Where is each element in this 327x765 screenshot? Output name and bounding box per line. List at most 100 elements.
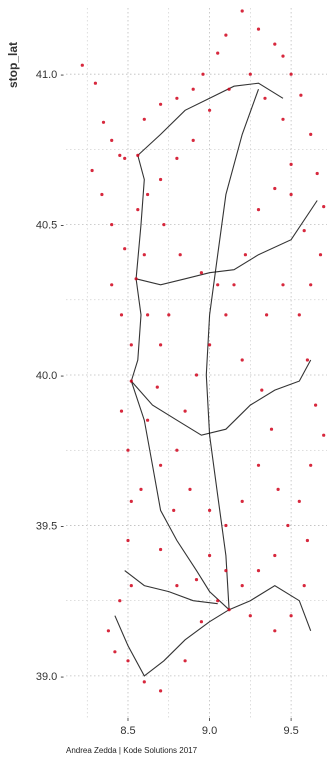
stop-point xyxy=(146,192,150,197)
y-tick-label: 39.0 - xyxy=(36,671,64,683)
stop-point xyxy=(289,72,293,76)
stop-point xyxy=(191,138,195,142)
stop-point xyxy=(126,659,130,663)
stop-point xyxy=(289,614,293,618)
stop-point xyxy=(110,283,114,287)
stop-point xyxy=(260,388,264,392)
route-line xyxy=(135,200,318,286)
stop-point xyxy=(129,584,133,588)
stop-point xyxy=(297,499,301,503)
stop-point xyxy=(167,313,171,317)
route-line xyxy=(130,359,312,436)
x-tick-label: 8.5 xyxy=(120,725,135,737)
stop-point xyxy=(159,177,163,182)
stop-point xyxy=(281,54,285,58)
stop-point xyxy=(175,584,179,588)
stop-point xyxy=(194,373,199,377)
stop-point xyxy=(106,629,110,633)
stop-point xyxy=(281,283,285,287)
stop-point xyxy=(191,87,195,91)
y-tick-label: 39.5 - xyxy=(36,520,64,532)
stop-point xyxy=(159,463,163,467)
stop-point xyxy=(273,553,277,558)
stop-point xyxy=(183,409,187,413)
stop-point xyxy=(208,508,212,512)
stop-point xyxy=(281,117,285,121)
stop-point xyxy=(273,629,277,633)
stop-point xyxy=(119,313,124,317)
x-tick-label: 9.0 xyxy=(202,725,217,737)
stop-point xyxy=(273,186,277,191)
stop-point xyxy=(314,403,318,407)
stop-point xyxy=(199,271,203,275)
stop-point xyxy=(100,192,104,197)
stop-point xyxy=(224,569,228,573)
stop-point xyxy=(256,463,261,467)
route-line xyxy=(130,155,230,611)
stop-point xyxy=(289,192,293,197)
stop-point xyxy=(269,427,274,431)
stop-point xyxy=(240,9,244,13)
stop-point xyxy=(142,253,146,257)
stop-point xyxy=(286,523,290,528)
route-line xyxy=(205,89,260,610)
stop-point xyxy=(273,42,277,46)
stop-point xyxy=(123,156,127,160)
stop-point xyxy=(159,547,163,552)
stop-point xyxy=(134,277,138,281)
stop-point xyxy=(139,487,143,491)
stop-point xyxy=(129,343,133,347)
stop-point xyxy=(243,253,247,257)
stop-point xyxy=(159,343,163,347)
stop-point xyxy=(118,599,122,603)
stop-point xyxy=(315,171,319,176)
stop-point xyxy=(146,313,150,317)
y-tick-label: 40.5 - xyxy=(36,220,64,232)
stop-point xyxy=(201,72,205,76)
stop-point xyxy=(183,659,187,663)
stop-point xyxy=(309,463,313,467)
stop-point xyxy=(142,680,146,684)
stop-point xyxy=(227,608,231,612)
route-line xyxy=(228,584,312,631)
stop-point xyxy=(113,650,117,654)
stop-point xyxy=(299,93,303,97)
stop-point xyxy=(129,379,133,383)
stop-points xyxy=(80,9,326,693)
stop-point xyxy=(159,102,163,106)
stop-point xyxy=(302,584,306,588)
stop-point xyxy=(322,205,326,209)
stop-point xyxy=(80,63,84,67)
stop-point xyxy=(216,599,220,603)
stop-point xyxy=(224,33,228,37)
stop-point xyxy=(263,96,267,100)
stop-point xyxy=(175,448,179,452)
stop-point xyxy=(136,208,140,212)
chart-caption: Andrea Zedda | Kode Solutions 2017 xyxy=(66,746,198,755)
stop-point xyxy=(256,569,261,573)
stop-point xyxy=(178,253,182,257)
stop-point xyxy=(224,523,228,528)
stop-point xyxy=(118,153,122,157)
stop-point xyxy=(162,223,166,227)
stop-point xyxy=(188,487,192,491)
stop-point xyxy=(126,448,130,452)
stop-point xyxy=(142,117,146,121)
x-tick-label: 9.5 xyxy=(283,725,298,737)
stop-point xyxy=(265,313,269,317)
stop-point xyxy=(93,81,97,85)
stop-point xyxy=(123,247,127,251)
stop-point xyxy=(216,283,220,287)
stop-point xyxy=(175,96,179,100)
route-line xyxy=(137,82,284,156)
stop-point xyxy=(256,208,261,212)
route-line xyxy=(114,609,230,677)
axis-tick-labels: 39.0 - 39.5 - 40.0 - 40.5 - 41.0 - 8.5 9.0 9.5 xyxy=(36,69,299,737)
stop-point xyxy=(276,487,280,491)
stop-point xyxy=(305,538,309,543)
stop-point xyxy=(302,229,306,233)
stop-point xyxy=(240,499,244,503)
stop-point xyxy=(208,343,212,347)
stop-point xyxy=(110,138,114,142)
